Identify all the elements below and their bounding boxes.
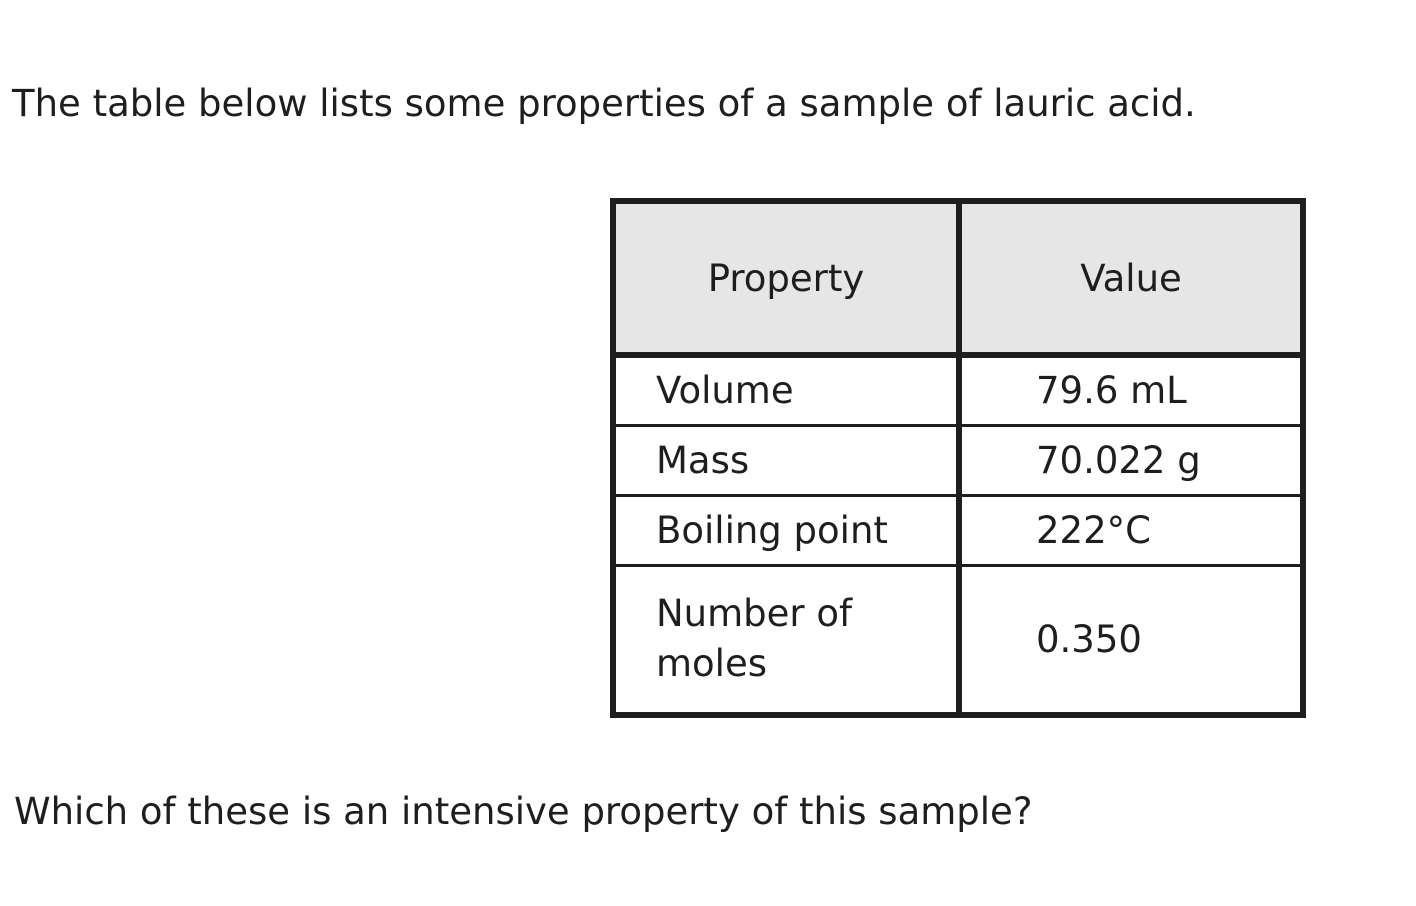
property-cell: Boiling point [613, 493, 962, 565]
table-row: Number of moles 0.350 [613, 563, 1303, 715]
properties-table: Property Value Volume 79.6 mL Mass 70.02… [610, 198, 1306, 718]
property-cell: Number of moles [613, 563, 962, 715]
property-cell: Volume [613, 353, 962, 425]
question-text: Which of these is an intensive property … [14, 790, 1033, 833]
value-cell: 70.022 g [959, 423, 1303, 495]
value-cell: 79.6 mL [959, 353, 1303, 425]
intro-text: The table below lists some properties of… [12, 82, 1196, 125]
header-value: Value [959, 201, 1303, 358]
header-property: Property [613, 201, 962, 358]
table-row: Volume 79.6 mL [613, 353, 1303, 425]
table-row: Mass 70.022 g [613, 423, 1303, 495]
table-header-row: Property Value [613, 201, 1303, 358]
property-cell: Mass [613, 423, 962, 495]
value-cell: 222°C [959, 493, 1303, 565]
value-cell: 0.350 [959, 563, 1303, 715]
table-row: Boiling point 222°C [613, 493, 1303, 565]
